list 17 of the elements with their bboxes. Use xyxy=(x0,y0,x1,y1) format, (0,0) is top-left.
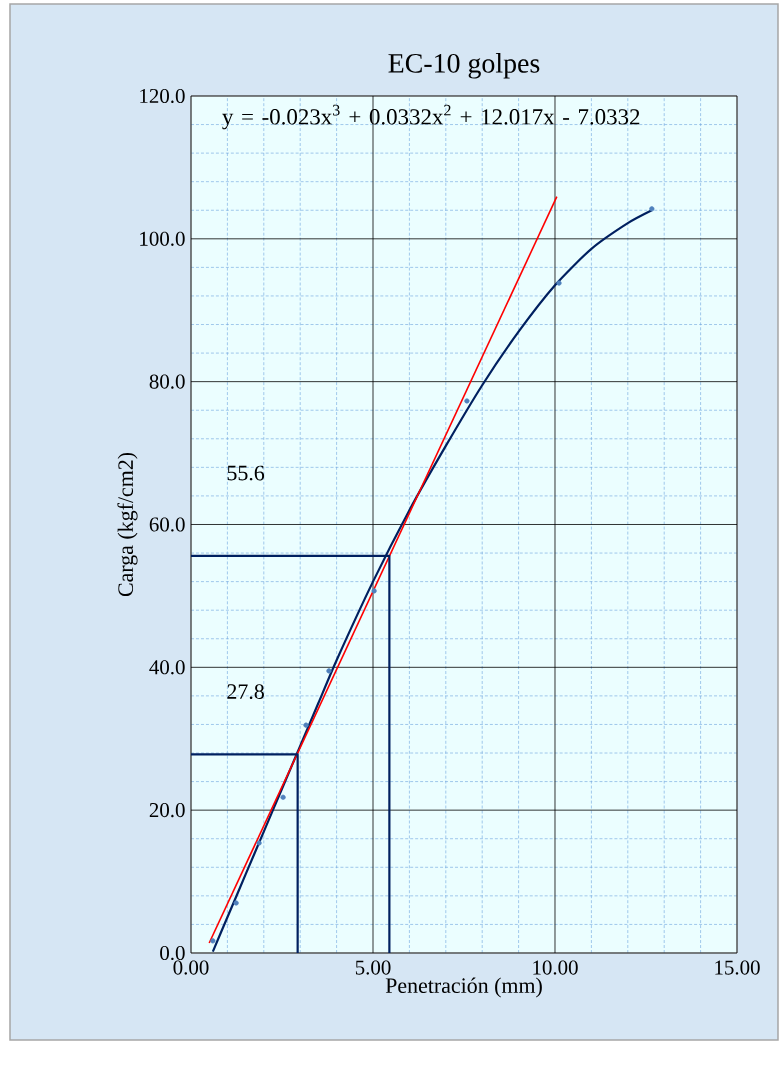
chart-title: EC-10 golpes xyxy=(388,53,540,79)
x-tick-label: 0.00 xyxy=(173,960,209,975)
x-tick-label: 5.00 xyxy=(355,960,391,975)
y-tick-label: 60.0 xyxy=(149,517,185,532)
y-tick-label: 80.0 xyxy=(149,374,185,389)
annotation: y = -0.023x$^{3}$ + 0.0332x$^{2}$ + 12.017x - 7.0332 xyxy=(222,104,640,130)
x-axis-title: Penetración (mm) xyxy=(385,977,542,998)
y-axis-title: Carga (kgf/cm2) xyxy=(117,452,138,597)
x-tick-label: 10.00 xyxy=(533,960,578,975)
annotation: 27.8 xyxy=(227,684,264,700)
y-tick-label: 0.0 xyxy=(160,945,185,961)
y-tick-label: 20.0 xyxy=(149,803,185,818)
x-tick-label: 15.00 xyxy=(715,960,760,975)
y-tick-label: 100.0 xyxy=(140,231,185,246)
y-tick-label: 40.0 xyxy=(149,660,185,675)
annotation: 55.6 xyxy=(227,465,265,481)
y-tick-label: 120.0 xyxy=(140,88,185,104)
